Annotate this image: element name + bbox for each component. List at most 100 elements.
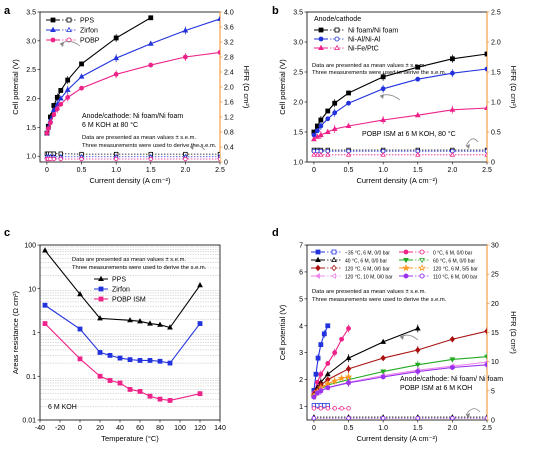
data-point	[45, 126, 51, 131]
data-point	[182, 27, 189, 33]
data-point	[484, 327, 487, 335]
data-point	[449, 70, 455, 76]
data-point	[380, 354, 386, 362]
y2-tick-label: 30	[491, 243, 499, 250]
data-point	[380, 374, 386, 380]
x-tick-label: 0	[78, 425, 82, 432]
legend-label: −35 °C, 6 M, 0/0 bar	[345, 251, 390, 257]
data-point	[137, 389, 143, 394]
data-point	[167, 398, 173, 403]
data-point	[415, 346, 421, 354]
legend-marker	[318, 36, 324, 42]
data-point	[324, 371, 331, 377]
hfr-point	[113, 156, 119, 162]
data-point	[380, 338, 387, 344]
y2-tick-label: 20	[491, 301, 499, 308]
annotation: Data are presented as mean values ± s.e.…	[312, 63, 426, 69]
y-tick-label: 0.1	[26, 374, 36, 381]
data-point	[107, 352, 113, 358]
annotation: Three measurements were used to derive t…	[82, 143, 217, 149]
data-point	[148, 15, 154, 21]
data-point	[147, 358, 153, 363]
y-tick-label: 2.5	[293, 70, 303, 77]
legend-marker	[419, 257, 425, 264]
annotation: Data are presented as mean values ± s.e.…	[82, 135, 196, 141]
arrow-head	[466, 144, 470, 149]
y-tick-label: 1	[299, 404, 303, 411]
y-tick-label: 100	[24, 243, 36, 250]
legend-marker	[50, 26, 56, 33]
data-point	[217, 15, 220, 21]
annotation: Three measurements were used to derive t…	[72, 265, 207, 271]
data-point	[167, 324, 173, 330]
x-tick-label: 1.5	[413, 167, 423, 174]
legend-label: 120 °C, 10 M, 0/0 bar	[345, 275, 393, 281]
hfr-point	[484, 151, 487, 157]
data-point	[57, 95, 64, 101]
y-tick-label: 3.5	[26, 10, 36, 17]
legend-label: 40 °C, 6 M, 0/0 bar	[345, 259, 387, 265]
y2-tick-label: 0.8	[224, 130, 234, 137]
legend-label: PPS	[112, 277, 126, 284]
hfr-point	[148, 156, 153, 162]
legend-marker	[66, 17, 72, 23]
hfr-point	[51, 156, 57, 162]
y-tick-label: 10	[28, 286, 36, 293]
arrow	[59, 41, 81, 47]
legend-marker	[318, 27, 324, 33]
data-point	[58, 101, 64, 107]
y-tick-label: 3.0	[293, 40, 303, 47]
legend-label: Zirfon	[112, 287, 130, 294]
x-tick-label: 120	[194, 425, 206, 432]
data-point	[330, 377, 339, 385]
legend-marker	[334, 27, 340, 33]
y2-tick-label: 4.0	[224, 10, 234, 17]
x-tick-label: 2.5	[482, 167, 492, 174]
series-line-1	[44, 304, 201, 364]
data-point	[325, 361, 331, 366]
legend-label: Ni-Al/Ni-Al	[348, 37, 381, 44]
x-tick-label: 0	[45, 167, 49, 174]
data-point	[65, 77, 71, 83]
data-point	[127, 357, 133, 363]
data-point	[344, 373, 353, 381]
x-tick-label: -40	[35, 425, 45, 432]
annotation: 6 M KOH	[48, 404, 77, 411]
y-tick-label: 2.0	[293, 100, 303, 107]
series-line-1	[313, 68, 487, 136]
arrow	[189, 144, 206, 151]
legend-marker	[419, 249, 425, 255]
data-point	[325, 116, 331, 122]
data-point	[314, 128, 320, 134]
data-point	[449, 336, 456, 343]
data-point	[79, 85, 84, 91]
data-point	[415, 64, 421, 70]
hfr-point	[217, 156, 220, 162]
x-tick-label: 1.0	[111, 167, 121, 174]
legend-marker	[403, 249, 409, 255]
hfr-point	[48, 156, 53, 162]
legend-marker	[403, 257, 409, 264]
y2-tick-label: 2.0	[224, 85, 234, 92]
panel-label: c	[4, 227, 10, 239]
data-point	[311, 394, 317, 400]
panel-c: c -40 -20 0 20 40 60 80 100 120 140 0.01 0.1 1 10 100 Te…	[4, 227, 226, 443]
data-point	[148, 62, 154, 68]
data-point	[79, 61, 84, 67]
panel-d: d 0 0.5 1.0 1.5 2.0 2.5 1 2 3 4 5 6 7 0 5 10 15 20 25 30 HFR …	[272, 227, 518, 443]
data-point	[380, 86, 386, 92]
hfr-point	[318, 406, 324, 411]
data-point	[113, 71, 119, 77]
x-tick-label: 60	[136, 425, 144, 432]
data-point	[332, 100, 338, 106]
data-point	[97, 350, 103, 355]
data-point	[484, 362, 487, 368]
x-tick-label: 0.5	[344, 167, 354, 174]
legend-marker	[98, 296, 104, 302]
data-point	[64, 86, 71, 92]
hfr-point	[332, 406, 337, 411]
y-tick-label: 0.01	[22, 418, 36, 425]
legend-marker	[66, 26, 72, 33]
hfr-point	[415, 151, 421, 157]
y-tick-label: 1	[32, 330, 36, 337]
